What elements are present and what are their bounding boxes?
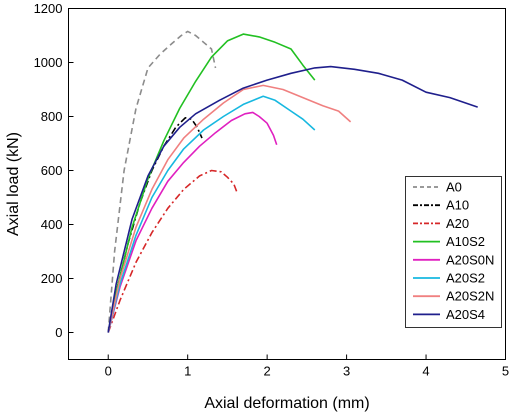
series-line-a20 [107, 169, 238, 333]
y-tick-label: 400 [41, 217, 63, 232]
legend-label: A0 [446, 180, 462, 195]
series-line-a10s2 [107, 33, 316, 333]
series-line-a20s2n [107, 84, 352, 333]
series-line-a20s2 [107, 95, 316, 333]
series-line-a20s0n [107, 111, 278, 333]
x-tick-label: 0 [105, 364, 112, 379]
legend-box [405, 176, 502, 328]
y-axis-title: Axial load (kN) [5, 132, 22, 236]
x-axis-title: Axial deformation (mm) [204, 395, 369, 412]
legend-label: A20S4 [446, 307, 485, 322]
y-tick-label: 1200 [34, 1, 63, 16]
axis-ticks: 0 1 2 3 4 5 0 200 400 600 800 1000 1200 [34, 1, 510, 379]
y-tick-label: 800 [41, 109, 63, 124]
x-tick-label: 2 [264, 364, 271, 379]
legend-label: A10 [446, 198, 469, 213]
legend: A0 A10 A20 A10S2 A20S0N A20S2 A20S2N A20S4 [405, 176, 502, 328]
legend-label: A20S2N [446, 289, 494, 304]
x-tick-label: 5 [502, 364, 509, 379]
series-line-a20s4 [107, 65, 478, 333]
legend-label: A10S2 [446, 234, 485, 249]
y-tick-label: 200 [41, 271, 63, 286]
legend-label: A20S0N [446, 252, 494, 267]
x-tick-label: 4 [422, 364, 429, 379]
x-tick-label: 3 [343, 364, 350, 379]
y-tick-label: 0 [55, 325, 62, 340]
plot-frame [68, 8, 506, 360]
y-tick-label: 1000 [34, 55, 63, 70]
series-layer [107, 30, 478, 333]
y-tick-label: 600 [41, 163, 63, 178]
x-tick-label: 1 [184, 364, 191, 379]
series-line-a10 [107, 117, 203, 333]
legend-label: A20 [446, 216, 469, 231]
legend-label: A20S2 [446, 271, 485, 286]
series-line-a0 [107, 30, 217, 333]
